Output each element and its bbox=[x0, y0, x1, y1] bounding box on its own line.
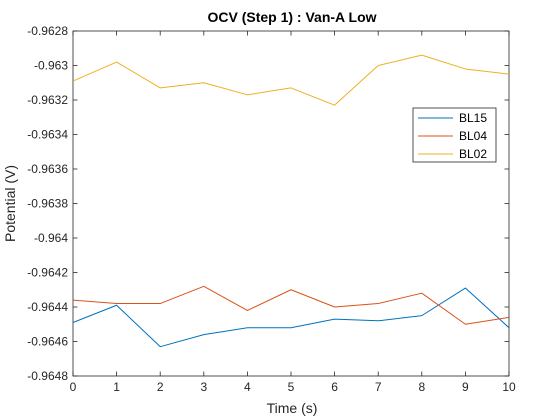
y-tick-label: -0.964 bbox=[34, 231, 68, 245]
y-tick-label: -0.9646 bbox=[27, 335, 68, 349]
x-axis: 0 1 2 3 4 5 6 7 8 9 10 bbox=[70, 31, 516, 394]
y-tick-label: -0.9634 bbox=[27, 128, 68, 142]
y-tick-label: -0.9644 bbox=[27, 300, 68, 314]
x-tick-label: 2 bbox=[157, 380, 164, 394]
legend-label-bl04: BL04 bbox=[459, 129, 487, 143]
legend-label-bl15: BL15 bbox=[459, 111, 487, 125]
y-tick-label: -0.9632 bbox=[27, 93, 68, 107]
series-layer bbox=[72, 54, 510, 348]
x-tick-label: 4 bbox=[244, 380, 251, 394]
x-tick-label: 5 bbox=[288, 380, 295, 394]
y-axis: -0.9628 -0.963 -0.9632 -0.9634 -0.9636 -0.963… bbox=[27, 24, 509, 383]
legend-box bbox=[412, 107, 497, 163]
y-tick-label: -0.9642 bbox=[27, 266, 68, 280]
legend: BL15 BL04 BL02 bbox=[412, 107, 497, 163]
x-tick-label: 8 bbox=[418, 380, 425, 394]
series-line-bl02 bbox=[72, 54, 510, 106]
x-axis-title: Time (s) bbox=[267, 400, 318, 416]
x-tick-label: 3 bbox=[200, 380, 207, 394]
x-tick-label: 6 bbox=[331, 380, 338, 394]
y-tick-label: -0.963 bbox=[34, 59, 68, 73]
legend-label-bl02: BL02 bbox=[459, 147, 487, 161]
series-line-bl04 bbox=[72, 285, 510, 325]
y-tick-label: -0.9628 bbox=[27, 24, 68, 38]
series-line-bl15 bbox=[72, 287, 510, 348]
y-tick-label: -0.9636 bbox=[27, 162, 68, 176]
y-tick-label: -0.9648 bbox=[27, 369, 68, 383]
x-tick-label: 7 bbox=[375, 380, 382, 394]
y-tick-label: -0.9638 bbox=[27, 197, 68, 211]
x-tick-label: 9 bbox=[462, 380, 469, 394]
x-tick-label: 1 bbox=[113, 380, 120, 394]
chart-title: OCV (Step 1) : Van-A Low bbox=[207, 9, 376, 25]
y-axis-title: Potential (V) bbox=[2, 165, 18, 242]
legend-items: BL15 BL04 BL02 bbox=[418, 111, 487, 161]
plot-area bbox=[72, 30, 510, 377]
x-tick-label: 10 bbox=[502, 380, 516, 394]
x-tick-label: 0 bbox=[70, 380, 77, 394]
